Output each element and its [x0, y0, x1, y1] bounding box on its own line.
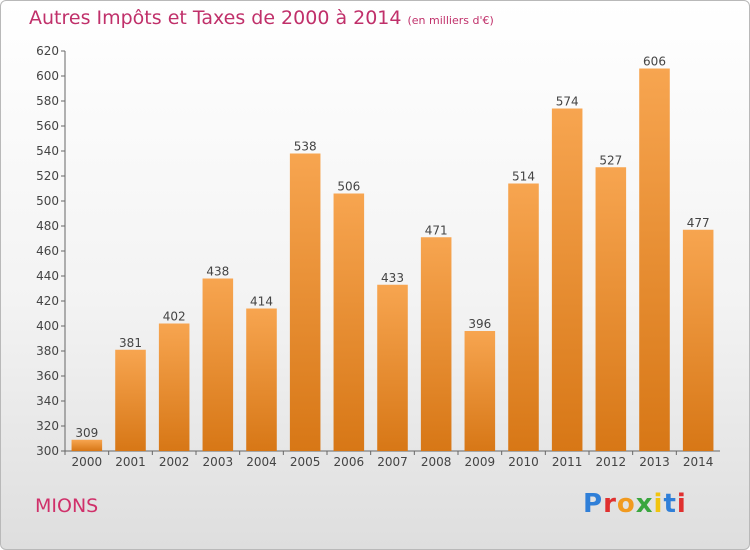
- bar: [202, 278, 234, 451]
- bar: [115, 349, 146, 451]
- x-tick-label: 2008: [421, 455, 452, 469]
- x-tick-label: 2007: [377, 455, 408, 469]
- bar: [595, 167, 627, 451]
- y-axis: 300 320 340 360 380 400 420 440 460 480 500 520 540 5…: [36, 44, 66, 458]
- bar: [71, 439, 103, 451]
- x-tick-label: 2003: [203, 455, 234, 469]
- data-label: 538: [294, 140, 317, 154]
- data-label: 477: [687, 216, 710, 230]
- x-tick-label: 2001: [115, 455, 146, 469]
- bar: [420, 237, 452, 451]
- logo-letter: r: [603, 489, 617, 519]
- data-label: 606: [643, 55, 666, 69]
- x-axis: 2000 2001 2002 2003 2004 2005 2006 2007 2008 2009…: [64, 450, 720, 469]
- bar: [639, 68, 670, 451]
- x-tick-label: 2000: [72, 455, 103, 469]
- bar: [158, 323, 190, 451]
- logo-letter: i: [676, 489, 687, 519]
- data-labels-group: 309 381 402 438 414 538 506 433 471 396 514 574 527 6…: [75, 55, 709, 440]
- data-label: 527: [599, 153, 622, 167]
- proxiti-logo: Proxiti: [583, 489, 687, 519]
- y-tick-label: 620: [36, 44, 59, 58]
- y-tick-label: 400: [36, 319, 59, 333]
- y-tick-label: 380: [36, 344, 59, 358]
- y-tick-label: 500: [36, 194, 59, 208]
- y-tick-label: 600: [36, 69, 59, 83]
- data-label: 506: [337, 180, 360, 194]
- y-tick-label: 520: [36, 169, 59, 183]
- x-tick-label: 2002: [159, 455, 190, 469]
- x-tick-label: 2009: [465, 455, 496, 469]
- data-label: 574: [556, 95, 579, 109]
- chart-title-unit: (en milliers d'€): [407, 14, 494, 27]
- y-tick-label: 360: [36, 369, 59, 383]
- logo-letter: t: [663, 489, 677, 519]
- x-tick-label: 2004: [246, 455, 277, 469]
- y-tick-label: 560: [36, 119, 59, 133]
- bar: [508, 183, 539, 451]
- chart-title-text: Autres Impôts et Taxes de 2000 à 2014: [29, 7, 402, 29]
- town-name: MIONS: [35, 495, 99, 517]
- logo-letter: P: [583, 489, 604, 519]
- y-tick-label: 480: [36, 219, 59, 233]
- data-label: 514: [512, 170, 535, 184]
- logo-letter: x: [635, 489, 654, 519]
- data-label: 381: [119, 336, 142, 350]
- data-label: 471: [425, 223, 448, 237]
- bar: [464, 331, 496, 451]
- bar: [289, 153, 321, 451]
- logo-letter: o: [616, 489, 636, 519]
- data-label: 438: [206, 265, 229, 279]
- data-label: 402: [163, 310, 186, 324]
- y-tick-label: 420: [36, 294, 59, 308]
- x-tick-label: 2012: [596, 455, 627, 469]
- chart-title: Autres Impôts et Taxes de 2000 à 2014 (en…: [29, 7, 494, 29]
- bar: [333, 193, 365, 451]
- data-label: 414: [250, 295, 273, 309]
- x-tick-label: 2013: [639, 455, 670, 469]
- bars-group: [71, 68, 714, 451]
- bar: [682, 229, 714, 451]
- y-tick-label: 460: [36, 244, 59, 258]
- bar: [551, 108, 583, 451]
- x-tick-label: 2010: [508, 455, 539, 469]
- y-tick-label: 440: [36, 269, 59, 283]
- y-tick-label: 300: [36, 444, 59, 458]
- x-tick-label: 2006: [334, 455, 365, 469]
- x-tick-label: 2014: [683, 455, 714, 469]
- bar: [377, 284, 408, 451]
- x-tick-label: 2005: [290, 455, 321, 469]
- y-tick-label: 320: [36, 419, 59, 433]
- y-tick-label: 580: [36, 94, 59, 108]
- data-label: 396: [468, 317, 491, 331]
- x-tick-label: 2011: [552, 455, 583, 469]
- y-tick-label: 540: [36, 144, 59, 158]
- bar: [246, 308, 277, 451]
- y-tick-label: 340: [36, 394, 59, 408]
- logo-letter: i: [653, 489, 664, 519]
- data-label: 433: [381, 271, 404, 285]
- data-label: 309: [75, 426, 98, 440]
